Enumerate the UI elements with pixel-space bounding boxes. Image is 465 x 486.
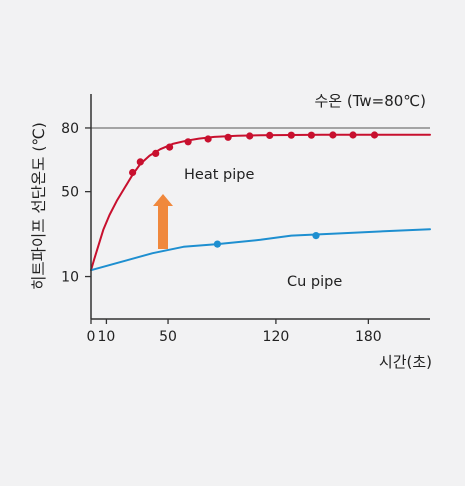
reference-line-label: 수온 (Tw=80℃) [314, 92, 426, 110]
x-tick-label: 10 [97, 329, 115, 345]
y-axis-label: 히트파이프 선단온도 (℃) [30, 122, 48, 290]
x-axis-label: 시간(초) [379, 353, 432, 371]
cu-pipe-point [213, 240, 221, 248]
cu-pipe-line [90, 228, 431, 272]
x-tick-label: 180 [355, 329, 382, 345]
up-arrow-icon [153, 194, 173, 249]
y-tick-label: 10 [61, 270, 79, 286]
heat-pipe-point [349, 131, 357, 139]
heat-pipe-point [129, 168, 137, 177]
heat-pipe-line [90, 133, 431, 272]
cu-pipe-point [312, 232, 320, 240]
heat-pipe-point [136, 158, 144, 166]
heat-pipe-point [266, 131, 274, 139]
heat-pipe-point [287, 131, 295, 139]
heat-pipe-point [166, 143, 174, 151]
heat-pipe-point [184, 138, 192, 146]
cu-pipe-annotation: Cu pipe [287, 274, 342, 290]
x-tick-label: 120 [263, 329, 290, 345]
heat-pipe-point [246, 132, 254, 140]
heat-pipe-point [152, 149, 160, 157]
x-tick-label: 50 [159, 329, 177, 345]
heat-pipe-annotation: Heat pipe [184, 167, 254, 183]
heat-pipe-point [307, 131, 315, 139]
plot-layer [90, 127, 431, 272]
heat-pipe-point [224, 133, 232, 141]
heat-pipe-point [329, 131, 337, 139]
y-tick-label: 50 [61, 185, 79, 201]
heat-pipe-point [370, 131, 379, 139]
heat-pipe-point [204, 135, 212, 143]
y-tick-label: 80 [61, 121, 79, 137]
x-tick-label: 0 [87, 329, 96, 345]
